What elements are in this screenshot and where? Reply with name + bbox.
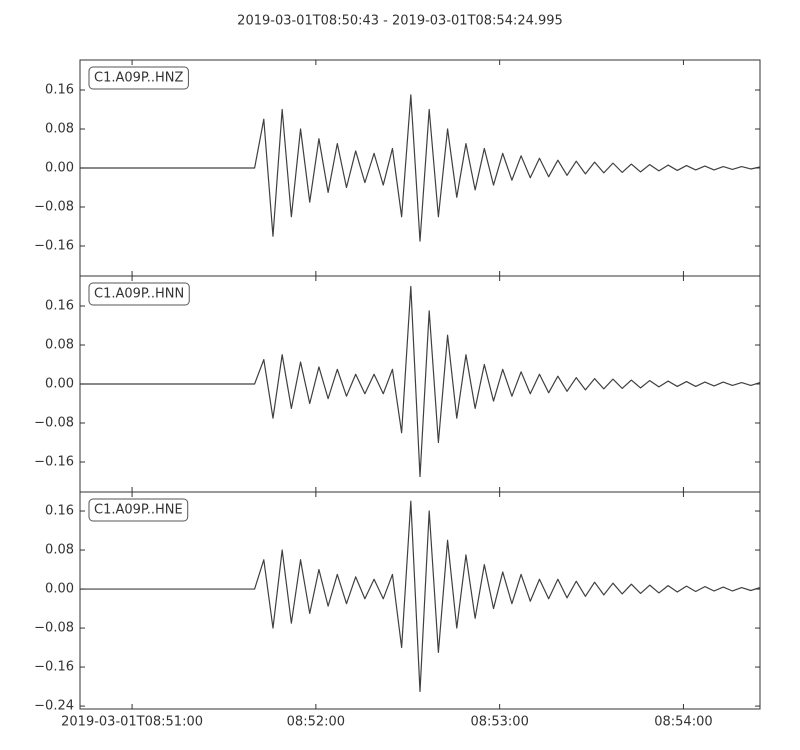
y-tick-label: −0.08 [34,200,74,215]
x-tick-label: 08:52:00 [287,715,345,730]
y-tick-label: −0.08 [34,621,74,636]
y-tick-label: −0.08 [34,416,74,431]
trace [80,285,761,478]
trace-label-box [88,498,189,522]
x-tick-label: 08:53:00 [470,715,528,730]
y-tick-label: 0.00 [45,161,74,176]
trace-label-box [88,66,189,90]
y-tick-label: 0.16 [45,82,74,97]
trace-label: C1.A09P..HNE [94,503,183,518]
trace-label: C1.A09P..HNZ [94,71,183,86]
trace [80,94,761,242]
trace [80,500,761,693]
y-tick-label: 0.00 [45,582,74,597]
y-tick-label: −0.24 [34,699,74,714]
trace-label: C1.A09P..HNN [94,287,184,302]
trace-label-box [88,282,190,306]
x-tick-label: 2019-03-01T08:51:00 [61,715,203,730]
x-tick-label: 08:54:00 [654,715,712,730]
panel-frame [79,491,761,710]
y-tick-label: 0.08 [45,337,74,352]
chart-title: 2019-03-01T08:50:43 - 2019-03-01T08:54:2… [237,14,563,29]
y-tick-label: 0.16 [45,298,74,313]
y-tick-label: 0.08 [45,121,74,136]
y-tick-label: −0.16 [34,455,74,470]
y-tick-label: −0.16 [34,239,74,254]
y-tick-label: 0.16 [45,504,74,519]
y-tick-label: 0.00 [45,377,74,392]
y-tick-label: 0.08 [45,543,74,558]
y-tick-label: −0.16 [34,660,74,675]
